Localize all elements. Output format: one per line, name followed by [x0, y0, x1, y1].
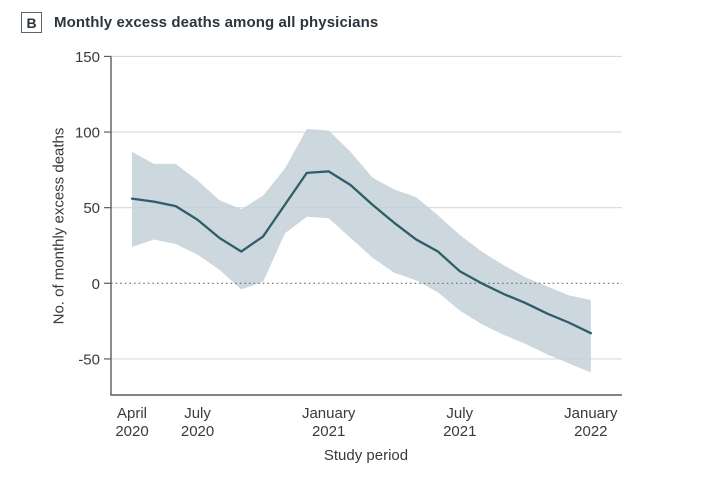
confidence-band [132, 129, 591, 373]
x-tick-label-month: July [184, 405, 211, 422]
x-tick-label-year: 2020 [115, 423, 148, 440]
y-tick-label: 50 [83, 200, 100, 217]
panel-title: Monthly excess deaths among all physicia… [54, 14, 379, 31]
x-tick-label-month: January [564, 405, 618, 422]
x-tick-label-year: 2022 [574, 423, 607, 440]
x-tick-label-month: April [117, 405, 147, 422]
y-tick-label: 100 [75, 125, 100, 142]
panel-label: B [21, 12, 42, 33]
x-axis-title: Study period [323, 447, 409, 464]
excess-deaths-line [130, 170, 592, 335]
x-tick-label-year: 2020 [181, 423, 214, 440]
x-tick-label-month: July [446, 405, 473, 422]
panel-header: B Monthly excess deaths among all physic… [21, 12, 378, 33]
y-tick-label: -50 [78, 351, 100, 368]
y-tick-label: 0 [92, 276, 100, 293]
x-tick-label-year: 2021 [312, 423, 345, 440]
x-tick-label-month: January [302, 405, 356, 422]
y-tick-label: 150 [75, 49, 100, 66]
x-tick-label-year: 2021 [443, 423, 476, 440]
